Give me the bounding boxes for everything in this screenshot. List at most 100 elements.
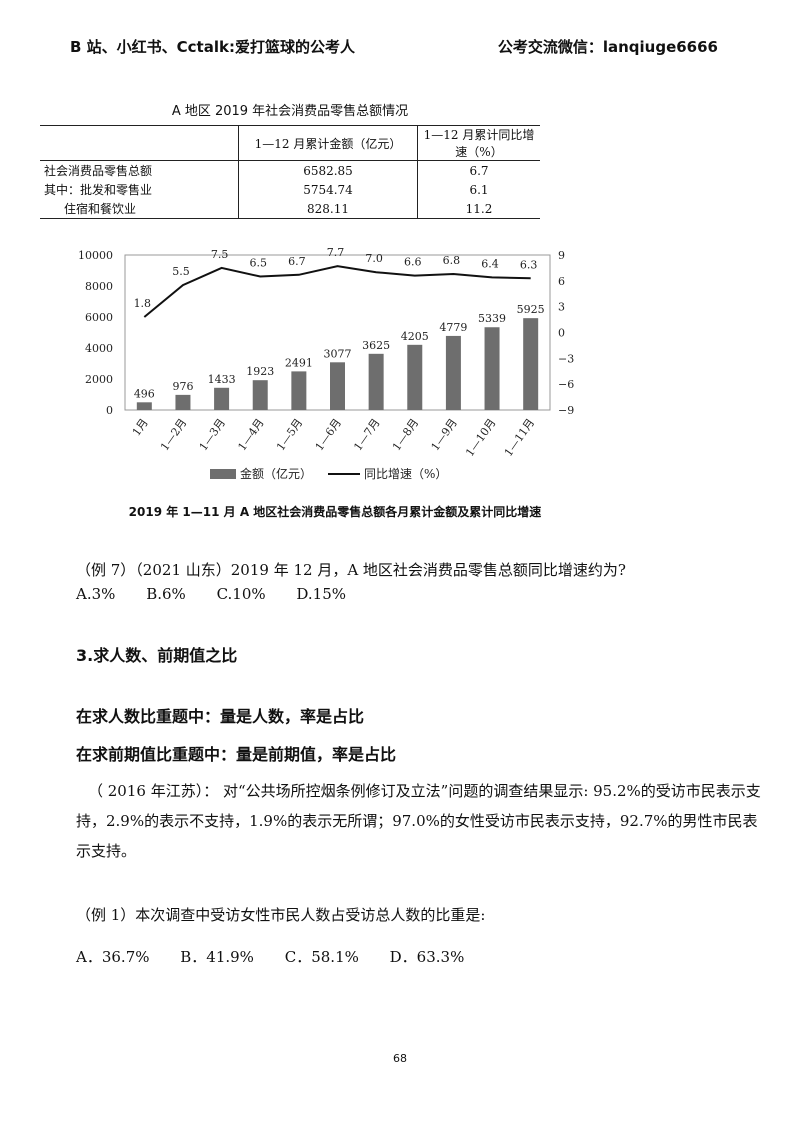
option-a: A.3% xyxy=(76,585,116,603)
bar xyxy=(523,318,539,410)
line-value-label: 6.6 xyxy=(404,256,422,269)
x-tick-label: 1—10月 xyxy=(463,416,498,459)
line-value-label: 6.3 xyxy=(520,258,538,271)
x-tick-label: 1—9月 xyxy=(429,416,460,453)
table-header-cell xyxy=(40,125,239,161)
bar-value-label: 3077 xyxy=(324,347,352,360)
table-cell: 6.7 xyxy=(417,160,540,180)
bar xyxy=(291,371,307,410)
stats-table: 1—12 月累计金额（亿元） 1—12 月累计同比增速（%） 社会消费品零售总额… xyxy=(40,125,540,219)
question1-text: （例 1）本次调查中受访女性市民人数占受访总人数的比重是: xyxy=(76,906,486,924)
bar-value-label: 3625 xyxy=(362,339,390,352)
table-row: 社会消费品零售总额 6582.85 6.7 xyxy=(40,160,540,180)
y-right-tick-label: −9 xyxy=(558,404,574,417)
section-rule-1: 在求人数比重题中：量是人数，率是占比 xyxy=(76,707,365,726)
y-left-tick-label: 6000 xyxy=(85,311,113,324)
x-tick-label: 1月 xyxy=(130,416,151,438)
x-tick-label: 1—8月 xyxy=(390,416,421,453)
y-left-tick-label: 8000 xyxy=(85,280,113,293)
table-cell: 住宿和餐饮业 xyxy=(40,199,239,219)
option-d: D.15% xyxy=(296,585,347,603)
table-header-cell: 1—12 月累计金额（亿元） xyxy=(238,125,418,161)
bar xyxy=(445,335,461,410)
table-row: 其中：批发和零售业 5754.74 6.1 xyxy=(40,180,540,199)
passage: （ 2016 年江苏）： 对“公共场所控烟条例修订及立法”问题的调查结果显示: … xyxy=(76,782,761,860)
line-value-label: 5.5 xyxy=(172,265,190,278)
option-b: B.6% xyxy=(146,585,186,603)
line-value-label: 7.5 xyxy=(211,248,229,261)
question7-text: （例 7）（2021 山东）2019 年 12 月，A 地区社会消费品零售总额同… xyxy=(76,561,626,579)
y-left-tick-label: 2000 xyxy=(85,373,113,386)
table-header-row: 1—12 月累计金额（亿元） 1—12 月累计同比增速（%） xyxy=(40,125,540,161)
x-tick-label: 1—3月 xyxy=(197,416,228,453)
line-value-label: 1.8 xyxy=(134,297,152,310)
bar xyxy=(214,387,230,410)
line-value-label: 7.0 xyxy=(365,252,383,265)
line-value-label: 6.4 xyxy=(481,257,499,270)
legend-bar-label: 金额（亿元） xyxy=(240,466,312,481)
table-cell: 5754.74 xyxy=(238,180,418,199)
bar-value-label: 976 xyxy=(172,380,193,393)
x-tick-label: 1—4月 xyxy=(235,416,266,453)
x-tick-label: 1—2月 xyxy=(158,416,189,453)
bar-value-label: 1923 xyxy=(246,365,274,378)
bar-value-label: 5339 xyxy=(478,312,506,325)
y-right-tick-label: −3 xyxy=(558,352,574,365)
combo-chart: 0 2000 4000 6000 8000 10000 −9 −6 −3 0 3 6 9 496 976 14… xyxy=(78,246,574,481)
option-a: A．36.7% xyxy=(76,948,150,966)
option-d: D．63.3% xyxy=(389,948,465,966)
header-left: B 站、小红书、Cctalk:爱打篮球的公考人 xyxy=(70,38,355,56)
y-left-tick-label: 0 xyxy=(106,404,113,417)
table-row: 住宿和餐饮业 828.11 11.2 xyxy=(40,199,540,219)
question1-options: A．36.7% B．41.9% C．58.1% D．63.3% xyxy=(76,946,490,967)
bar-value-label: 5925 xyxy=(517,303,545,316)
x-tick-label: 1—5月 xyxy=(274,416,305,453)
table-cell: 828.11 xyxy=(238,199,418,219)
bar xyxy=(136,402,152,410)
bar-value-label: 2491 xyxy=(285,356,313,369)
chart-title: 2019 年 1—11 月 A 地区社会消费品零售总额各月累计金额及累计同比增速 xyxy=(128,505,542,519)
bar-value-label: 1433 xyxy=(208,373,236,386)
y-left-tick-label: 10000 xyxy=(78,249,113,262)
bar-value-label: 4205 xyxy=(401,330,429,343)
line-value-label: 6.7 xyxy=(288,255,306,268)
bar-value-label: 4779 xyxy=(439,321,467,334)
x-tick-label: 1—6月 xyxy=(313,416,344,453)
section-rule-2: 在求前期值比重题中：量是前期值，率是占比 xyxy=(76,745,397,764)
y-left-tick-label: 4000 xyxy=(85,342,113,355)
header-right: 公考交流微信：lanqiuge6666 xyxy=(497,38,718,56)
table-header-cell: 1—12 月累计同比增速（%） xyxy=(417,125,540,161)
table-cell: 社会消费品零售总额 xyxy=(44,164,153,178)
bar xyxy=(484,327,500,410)
bar xyxy=(330,362,345,410)
legend-line-label: 同比增速（%） xyxy=(364,467,447,481)
y-right-tick-label: 3 xyxy=(558,301,565,314)
y-right-tick-label: 0 xyxy=(558,327,565,340)
table-cell: 其中：批发和零售业 xyxy=(44,183,153,197)
y-right-tick-label: 6 xyxy=(558,275,565,288)
line-value-label: 6.5 xyxy=(249,257,267,270)
y-right-tick-label: 9 xyxy=(558,249,565,262)
question7-options: A.3% B.6% C.10% D.15% xyxy=(76,585,372,603)
table-cell: 11.2 xyxy=(417,199,540,219)
section-title: 3.求人数、前期值之比 xyxy=(76,646,238,665)
line-value-label: 6.8 xyxy=(443,254,461,267)
table-title: A 地区 2019 年社会消费品零售总额情况 xyxy=(171,104,409,119)
growth-line xyxy=(143,265,531,318)
legend-bar-swatch xyxy=(210,469,236,479)
line-value-label: 7.7 xyxy=(327,246,345,259)
table-cell: 6.1 xyxy=(417,180,540,199)
x-tick-label: 1—7月 xyxy=(351,416,382,453)
x-tick-label: 1—11月 xyxy=(502,416,537,459)
bar xyxy=(175,394,191,410)
y-right-tick-label: −6 xyxy=(558,378,574,391)
bar xyxy=(368,353,384,410)
bar xyxy=(407,344,423,410)
option-b: B．41.9% xyxy=(180,948,254,966)
bar xyxy=(252,380,268,410)
bar-value-label: 496 xyxy=(134,387,155,400)
option-c: C．58.1% xyxy=(284,948,359,966)
option-c: C.10% xyxy=(216,585,266,603)
page-number: 68 xyxy=(393,1052,407,1065)
table-cell: 6582.85 xyxy=(238,160,418,180)
